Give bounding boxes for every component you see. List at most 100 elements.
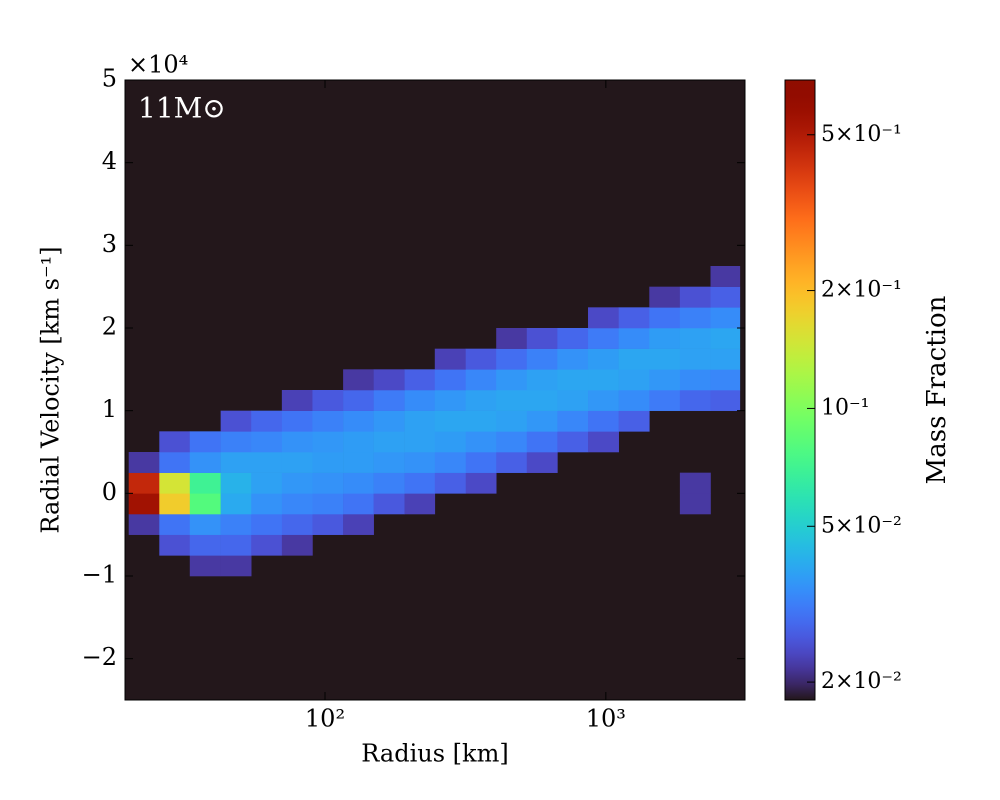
heatmap-cell — [128, 514, 160, 535]
heatmap-cell — [649, 369, 681, 391]
heatmap-cell — [312, 493, 344, 515]
heatmap-cell — [220, 472, 252, 494]
heatmap-cell — [557, 390, 589, 411]
heatmap-cell — [618, 328, 650, 349]
heatmap-cell — [281, 534, 313, 556]
heatmap-cell — [189, 493, 221, 515]
heatmap-cell — [281, 431, 313, 453]
y-offset-text: ×10⁴ — [128, 51, 188, 79]
heatmap-cell — [220, 452, 252, 473]
heatmap-cell — [373, 410, 405, 432]
heatmap-cell — [373, 452, 405, 473]
heatmap-cell — [159, 514, 191, 535]
heatmap-cell — [373, 390, 405, 411]
heatmap-cell — [496, 452, 528, 473]
heatmap-cell — [588, 348, 619, 370]
heatmap-cell — [343, 514, 374, 535]
heatmap-cell — [434, 369, 467, 391]
y-tick-label: −2 — [82, 643, 117, 671]
heatmap-cell — [526, 410, 558, 432]
heatmap-cell — [496, 348, 528, 370]
heatmap-cell — [128, 472, 160, 494]
colorbar-tick-label: 5×10⁻¹ — [821, 122, 902, 147]
heatmap-cell — [159, 534, 191, 556]
axes-frame — [124, 79, 746, 701]
heatmap-cell — [159, 472, 191, 494]
heatmap-cell — [343, 390, 374, 411]
y-tick-label: 1 — [102, 395, 117, 423]
colorbar-tick-label: 2×10⁻¹ — [821, 278, 902, 303]
heatmap-cell — [618, 307, 650, 329]
heatmap-cell — [404, 493, 436, 515]
heatmap-cell — [189, 431, 221, 453]
heatmap-cell — [281, 493, 313, 515]
heatmap-cell — [679, 328, 711, 349]
heatmap-cell — [434, 452, 467, 473]
heatmap-cell — [373, 493, 405, 515]
heatmap-cell — [496, 369, 528, 391]
heatmap-cell — [679, 286, 711, 308]
heatmap-cell — [710, 390, 741, 411]
heatmap-cell — [404, 431, 436, 453]
y-tick-label: 0 — [102, 478, 117, 506]
colorbar-tick-label: 5×10⁻² — [821, 513, 902, 538]
heatmap-cell — [251, 534, 283, 556]
heatmap-cell — [281, 410, 313, 432]
heatmap-cell — [710, 266, 741, 287]
heatmap-cell — [312, 452, 344, 473]
heatmap-cell — [189, 514, 221, 535]
heatmap-cell — [679, 348, 711, 370]
heatmap-cell — [496, 328, 528, 349]
heatmap-cell — [220, 534, 252, 556]
heatmap-cell — [588, 328, 619, 349]
heatmap-cell — [649, 390, 681, 411]
heatmap-cell — [526, 390, 558, 411]
heatmap-cell — [526, 348, 558, 370]
heatmap-cell — [465, 369, 497, 391]
heatmap-cell — [557, 431, 589, 453]
heatmap-cell — [343, 369, 374, 391]
heatmap-cell — [679, 307, 711, 329]
heatmap-cell — [618, 369, 650, 391]
heatmap-cell — [343, 452, 374, 473]
heatmap-cell — [343, 472, 374, 494]
y-axis-label: Radial Velocity [km s⁻¹] — [37, 246, 65, 533]
heatmap-cell — [220, 431, 252, 453]
heatmap-cell — [649, 328, 681, 349]
heatmap-cell — [679, 369, 711, 391]
heatmap-cell — [404, 452, 436, 473]
heatmap-cell — [465, 452, 497, 473]
heatmap-cell — [679, 390, 711, 411]
heatmap-cell — [526, 452, 558, 473]
heatmap-cell — [618, 348, 650, 370]
y-tick-label: −1 — [82, 561, 117, 589]
heatmap-cell — [679, 472, 711, 494]
x-axis-label: Radius [km] — [361, 740, 508, 768]
y-tick-label: 5 — [102, 65, 117, 93]
heatmap-cell — [343, 410, 374, 432]
heatmap-cell — [373, 472, 405, 494]
heatmap-cell — [404, 410, 436, 432]
heatmap-cell — [618, 410, 650, 432]
y-tick-label: 3 — [102, 230, 117, 258]
heatmap-cell — [189, 534, 221, 556]
colorbar-tick-label: 2×10⁻² — [821, 669, 902, 694]
heatmap-cell — [557, 369, 589, 391]
heatmap-cell — [281, 452, 313, 473]
colorbar — [784, 79, 816, 701]
heatmap-cell — [557, 328, 589, 349]
heatmap-cell — [434, 348, 467, 370]
heatmap-cell — [189, 555, 221, 577]
heatmap-cell — [251, 431, 283, 453]
heatmap-cell — [434, 431, 467, 453]
heatmap-cell — [465, 390, 497, 411]
heatmap-cell — [281, 390, 313, 411]
heatmap-cell — [251, 493, 283, 515]
heatmap-cell — [496, 410, 528, 432]
heatmap-cell — [526, 431, 558, 453]
heatmap-cell — [220, 410, 252, 432]
heatmap — [128, 266, 741, 577]
annotation: 11M⊙ — [138, 92, 226, 125]
heatmap-cell — [465, 472, 497, 494]
